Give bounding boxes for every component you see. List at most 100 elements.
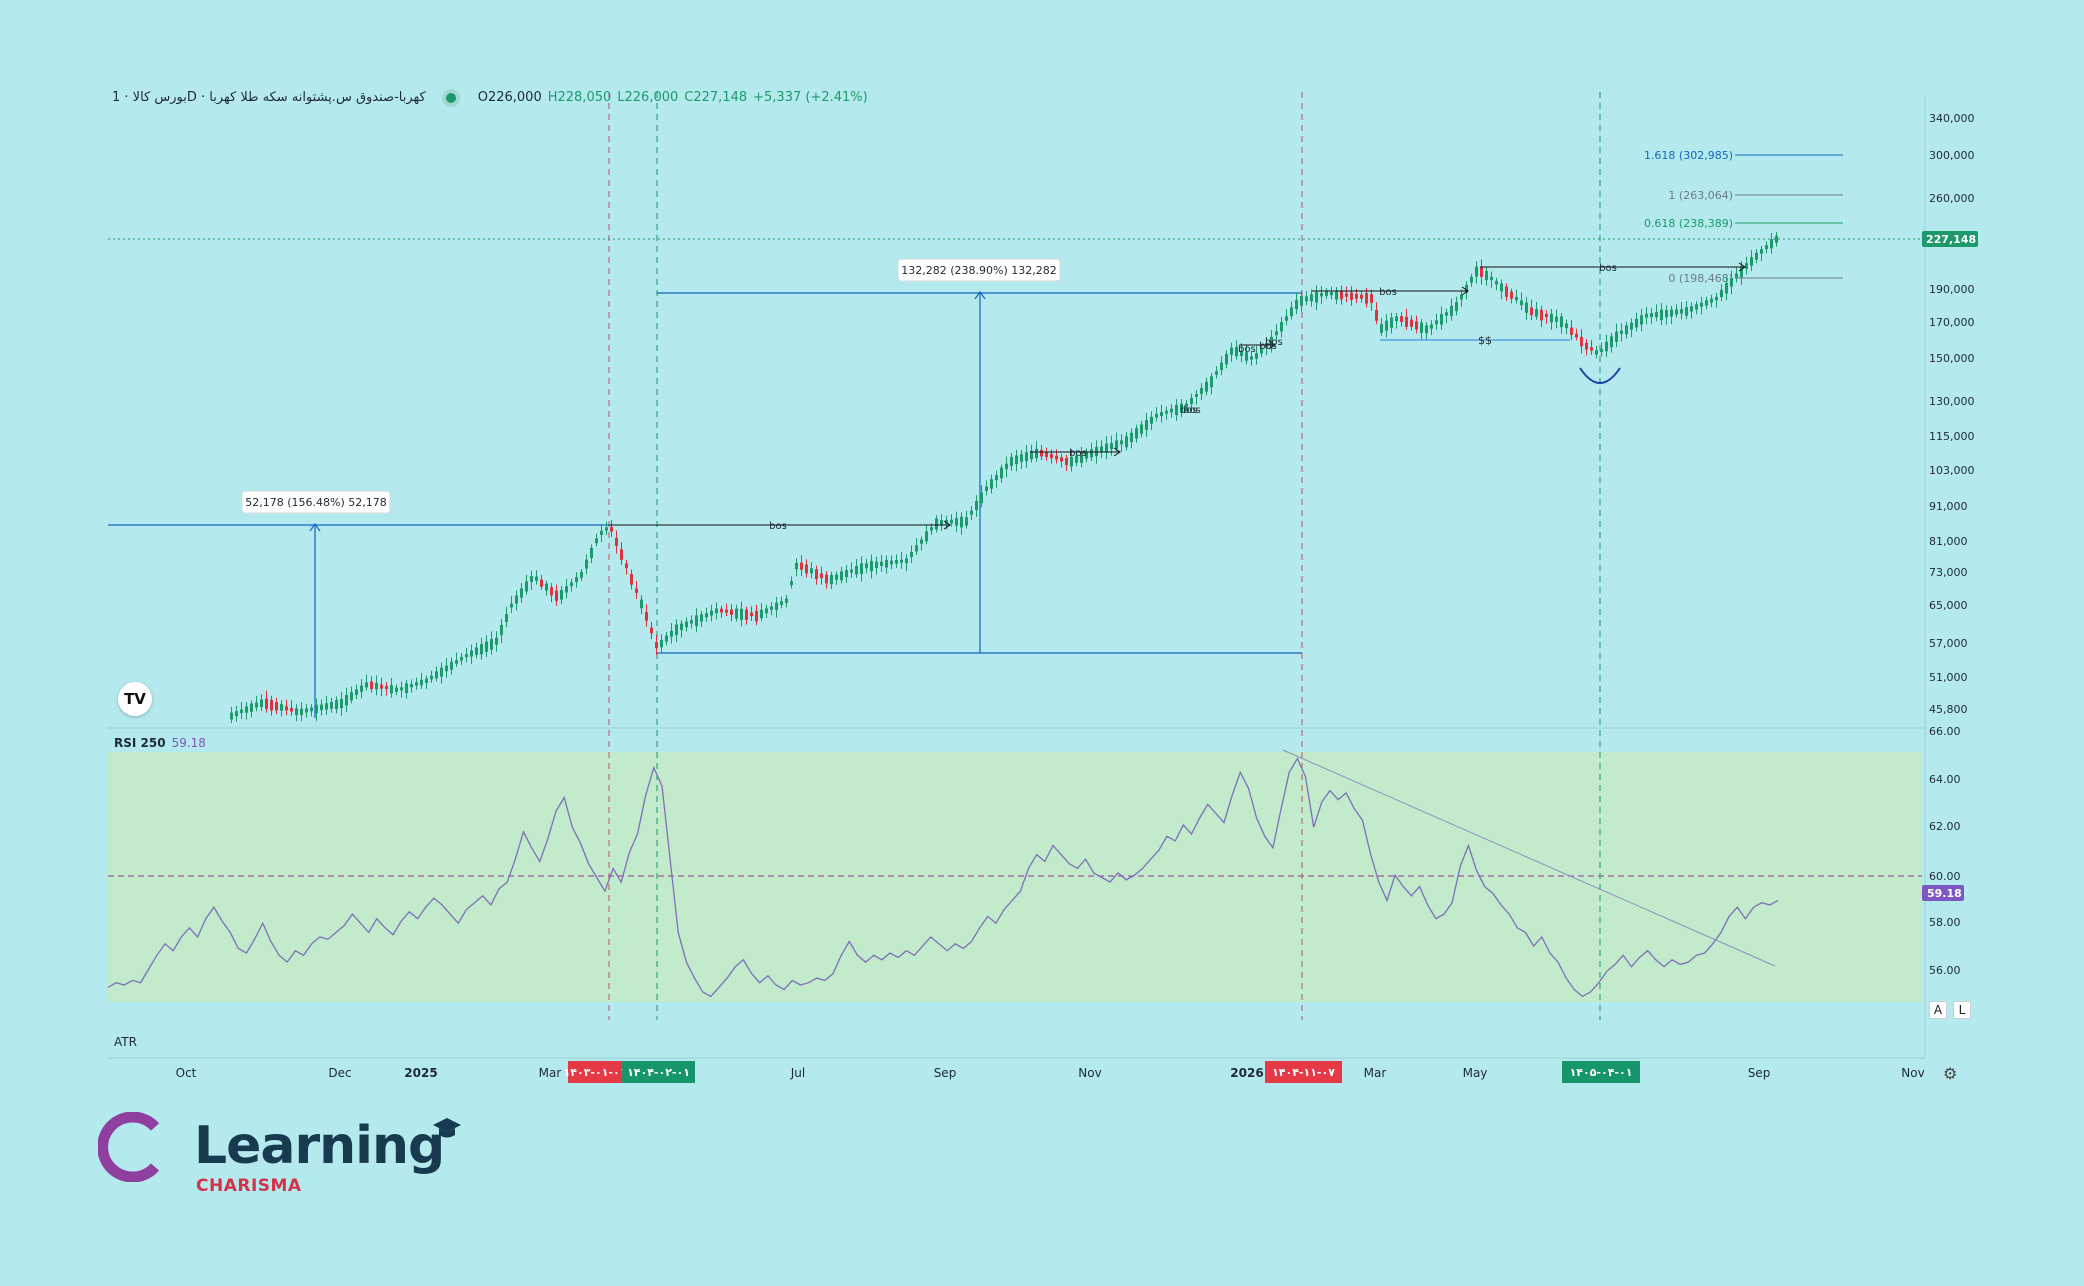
candle [540, 579, 543, 587]
candle [1155, 413, 1158, 418]
candle [1015, 455, 1018, 465]
candle [1435, 320, 1438, 325]
ohlc-change: +5,337 (+2.41%) [753, 90, 868, 105]
candle [1025, 452, 1028, 462]
candle [1665, 310, 1668, 318]
candle [1655, 312, 1658, 318]
candle [585, 559, 588, 569]
candle [1570, 327, 1573, 335]
candle [345, 694, 348, 706]
candle [1775, 235, 1778, 243]
candle [1715, 296, 1718, 301]
candle [410, 683, 413, 688]
candle [1455, 301, 1458, 312]
candle [310, 707, 313, 712]
candle [1465, 284, 1468, 293]
candle [1470, 276, 1473, 283]
time-axis-label: Nov [1078, 1066, 1101, 1080]
candle [1190, 397, 1193, 405]
tradingview-logo-icon[interactable]: TV [118, 682, 152, 716]
date-marker-tag [1562, 1061, 1640, 1083]
candle [1515, 296, 1518, 301]
candle [340, 698, 343, 709]
bos-label: bos [1180, 405, 1198, 416]
candle [1450, 305, 1453, 316]
candle [685, 621, 688, 628]
candle [1650, 313, 1653, 318]
candle [1205, 381, 1208, 392]
atr-indicator-label[interactable]: ATR [114, 1035, 137, 1049]
bottom-arc [1579, 367, 1621, 384]
candle [1120, 440, 1123, 445]
candle [1630, 322, 1633, 330]
candle [1670, 309, 1673, 317]
bos-label: bos [1599, 263, 1617, 274]
candle [785, 598, 788, 603]
candle [610, 526, 613, 532]
candle [865, 563, 868, 569]
candle [1505, 286, 1508, 297]
candle [925, 531, 928, 542]
candle [510, 603, 513, 608]
candle [1310, 294, 1313, 302]
candle [240, 709, 243, 714]
auto-scale-button[interactable]: A [1929, 1001, 1947, 1019]
candle [280, 704, 283, 711]
candle [1320, 293, 1323, 297]
candle [745, 609, 748, 620]
candle [905, 558, 908, 564]
gear-icon[interactable]: ⚙ [1943, 1064, 1958, 1083]
candle [1540, 309, 1543, 321]
candle [1610, 336, 1613, 348]
candle [655, 642, 658, 649]
candle [235, 711, 238, 717]
candle [1635, 318, 1638, 328]
time-axis-label: 2025 [404, 1066, 437, 1080]
candle [740, 608, 743, 620]
candle [760, 609, 763, 619]
candle [570, 582, 573, 587]
candle [970, 510, 973, 515]
candle [430, 675, 433, 680]
candle [1360, 294, 1363, 299]
candle [1335, 290, 1338, 300]
rsi-axis-label: 60.00 [1929, 870, 1961, 883]
candle [1130, 432, 1133, 443]
candle [480, 644, 483, 655]
bos-arrow [1461, 286, 1469, 296]
candle [1330, 291, 1333, 296]
candle [630, 573, 633, 585]
candle [1170, 408, 1173, 413]
candle [715, 608, 718, 614]
candle [990, 479, 993, 489]
candle [275, 702, 278, 711]
candle [1225, 354, 1228, 365]
rsi-indicator-label[interactable]: RSI 250 59.18 [114, 736, 206, 750]
candle [1565, 323, 1568, 329]
candle [660, 639, 663, 648]
fib-level-label: 1.618 (302,985) [1644, 149, 1733, 162]
candle [365, 682, 368, 688]
candle [1410, 319, 1413, 327]
brand-name: Learning [194, 1116, 445, 1176]
candle [705, 613, 708, 618]
log-scale-button[interactable]: L [1953, 1001, 1971, 1019]
symbol-title[interactable]: بورس کالا · 1D · کهربا-صندوق س.پشتوانه س… [112, 90, 426, 105]
candle [965, 517, 968, 526]
bos-label: bos [769, 521, 787, 532]
candle [1050, 453, 1053, 459]
candle [1195, 393, 1198, 398]
candle [1460, 294, 1463, 300]
ohlc-open: O226,000 [477, 90, 542, 105]
bos-arrow [1268, 340, 1276, 350]
candle [1620, 330, 1623, 334]
candle [405, 683, 408, 694]
price-axis-label: 91,000 [1929, 500, 1968, 513]
price-axis-label: 51,000 [1929, 671, 1968, 684]
candle [945, 520, 948, 524]
candle [445, 665, 448, 672]
candle [1405, 316, 1408, 327]
candle [640, 599, 643, 609]
symbol-header: بورس کالا · 1D · کهربا-صندوق س.پشتوانه س… [112, 90, 868, 105]
